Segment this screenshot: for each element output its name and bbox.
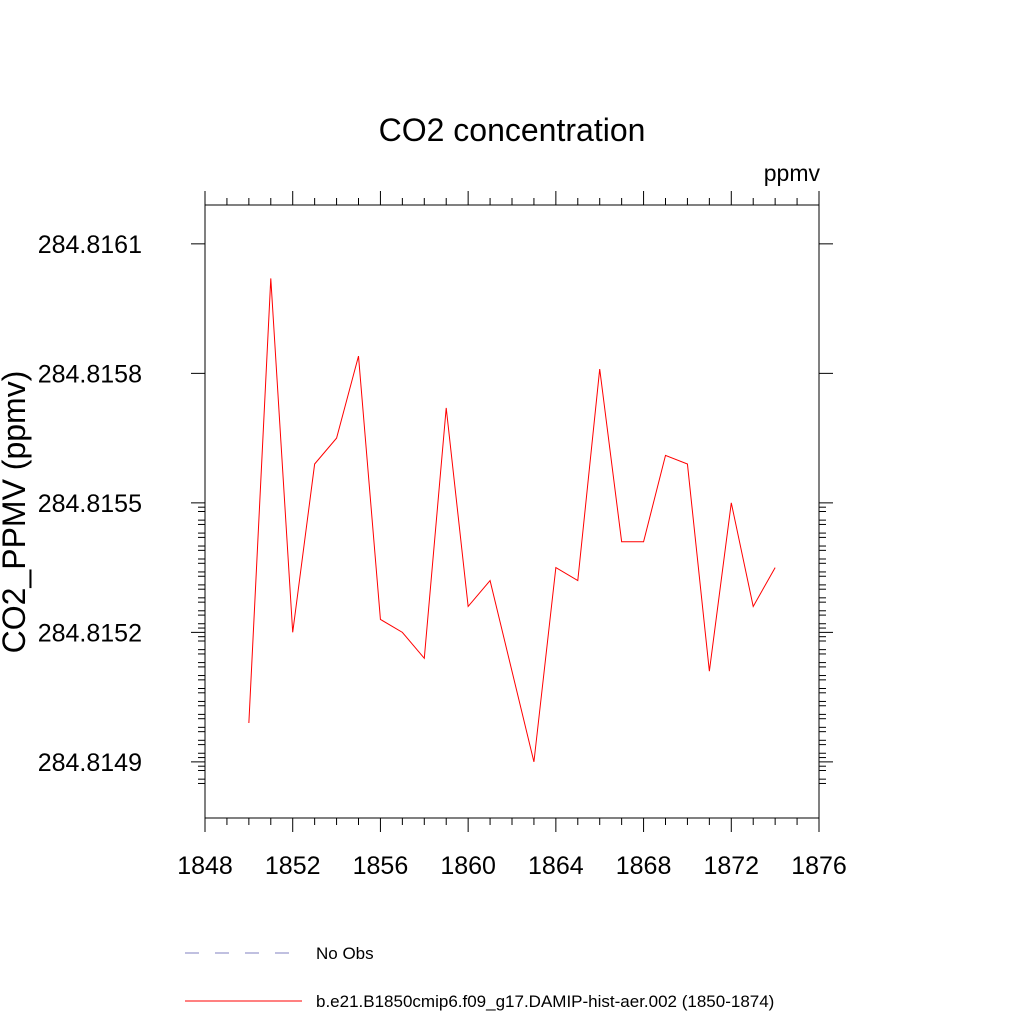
y-tick-label: 284.8161 bbox=[38, 231, 142, 259]
x-tick-label: 1872 bbox=[703, 852, 759, 880]
x-tick-label: 1860 bbox=[440, 852, 496, 880]
y-tick-label: 284.8152 bbox=[38, 619, 142, 647]
y-tick-label: 284.8155 bbox=[38, 490, 142, 518]
x-tick-label: 1876 bbox=[791, 852, 847, 880]
units-label: ppmv bbox=[764, 160, 821, 186]
x-tick-label: 1864 bbox=[528, 852, 584, 880]
x-tick-label: 1852 bbox=[265, 852, 321, 880]
y-tick-label: 284.8149 bbox=[38, 749, 142, 777]
legend: No Obs b.e21.B1850cmip6.f09_g17.DAMIP-his… bbox=[185, 944, 774, 1011]
x-tick-labels: 1848 1852 1856 1860 1864 1868 1872 1876 bbox=[177, 852, 847, 880]
x-tick-label: 1848 bbox=[177, 852, 233, 880]
legend-label: No Obs bbox=[316, 944, 374, 963]
plot-frame bbox=[204, 204, 820, 819]
chart-title: CO2 concentration bbox=[379, 112, 646, 148]
x-tick-label: 1856 bbox=[353, 852, 409, 880]
axis-ticks bbox=[191, 191, 833, 832]
y-axis-label: CO2_PPMV (ppmv) bbox=[0, 371, 32, 654]
data-series bbox=[248, 278, 776, 762]
y-tick-labels: 284.8149 284.8152 284.8155 284.8158 284.8161 bbox=[38, 231, 142, 777]
y-tick-label: 284.8158 bbox=[38, 360, 142, 388]
x-tick-label: 1868 bbox=[616, 852, 672, 880]
legend-label: b.e21.B1850cmip6.f09_g17.DAMIP-hist-aer.… bbox=[316, 992, 774, 1011]
series-line bbox=[248, 278, 776, 762]
